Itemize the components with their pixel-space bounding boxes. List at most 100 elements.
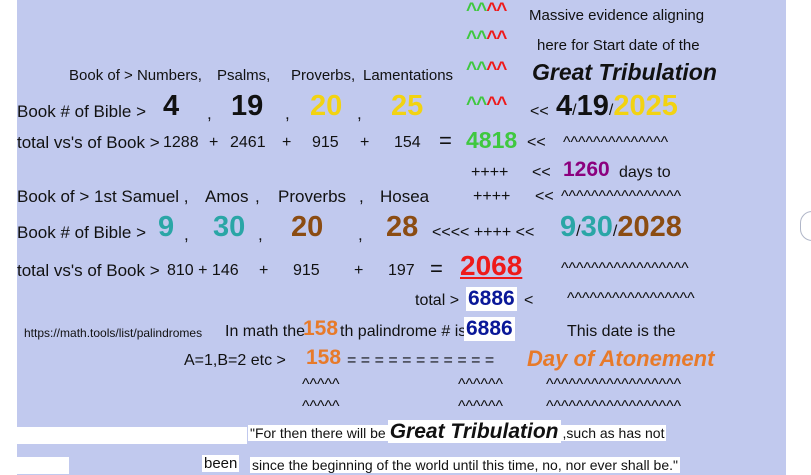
gematria-carets-b1: ^^^^^^ xyxy=(458,376,504,393)
set2-plus-1: + xyxy=(259,262,269,279)
header-line-1: Massive evidence aligning xyxy=(529,7,705,24)
set2-comma-4: , xyxy=(258,225,263,244)
set2-verse-3: 197 xyxy=(388,262,415,279)
palindrome-value: 6886 xyxy=(464,317,515,341)
quote-blank-bar-2 xyxy=(17,457,69,474)
set2-arrow-run: <<<< ++++ << xyxy=(432,224,535,241)
set2-date-year: 2028 xyxy=(617,211,682,243)
set1-total: 4818 xyxy=(466,127,518,153)
caret-red: ^^ xyxy=(486,28,507,49)
gematria-equals-run: = = = = = = = = = = = xyxy=(347,352,495,369)
palindrome-ordinal: 158 xyxy=(303,317,339,340)
palindrome-text-mid: th palindrome # is xyxy=(340,323,467,340)
set1-booknum-label: Book # of Bible > xyxy=(17,102,147,121)
caret-red: ^^ xyxy=(486,94,507,115)
totals-label: total > xyxy=(415,292,460,309)
set1-num-1: 4 xyxy=(163,90,180,122)
set2-tilde: ^^^^^^^^^^^^^^^^^ xyxy=(561,260,689,277)
caret-green: ^^ xyxy=(466,59,487,80)
set2-date-day: 30 xyxy=(580,211,613,243)
set1-date-year: 2025 xyxy=(613,90,678,122)
quote-title: Great Tribulation xyxy=(387,420,561,443)
set1-date-slash: / xyxy=(572,102,577,119)
set2-total: 2068 xyxy=(460,250,523,281)
caret-green: ^^ xyxy=(466,94,487,115)
set2-booknum-label: Book # of Bible > xyxy=(17,223,147,242)
set1-comma-3: , xyxy=(357,104,362,123)
set1-comma-2: , xyxy=(285,104,290,123)
side-scroll-handle[interactable] xyxy=(800,211,811,241)
set1-date-slash: / xyxy=(608,102,614,119)
quote-post: ,such as has not xyxy=(560,425,667,441)
set2-plus-2: + xyxy=(354,262,364,279)
set1-book-lamentations: Lamentations xyxy=(363,67,454,84)
set2-num-3: 20 xyxy=(291,211,324,243)
mid-arrow-2: << xyxy=(535,188,554,205)
set2-comma-5: , xyxy=(358,225,363,244)
caret-row-1: ^^^^ xyxy=(466,0,507,22)
set2-num-4: 28 xyxy=(386,211,419,243)
set1-verse-4: 154 xyxy=(394,134,421,151)
set2-comma-2: , xyxy=(359,187,364,206)
mid-days-num: 1260 xyxy=(563,158,610,181)
set1-book-psalms: Psalms, xyxy=(217,67,271,84)
totals-arrow: < xyxy=(524,292,534,309)
caret-red: ^^ xyxy=(486,0,507,21)
mid-tilde: ^^^^^^^^^^^^^^^^ xyxy=(561,188,682,205)
set2-books-label: Book of > 1st Samuel , xyxy=(17,187,189,206)
set1-date-day: 19 xyxy=(576,90,609,122)
set2-num-1: 9 xyxy=(158,211,175,243)
set1-verses-label: total vs's of Book > xyxy=(17,133,160,152)
set1-plus-2: + xyxy=(282,134,292,151)
set2-date-month: 9 xyxy=(560,211,577,243)
set1-plus-3: + xyxy=(360,134,370,151)
set1-num-2: 19 xyxy=(231,90,264,122)
set2-num-2: 30 xyxy=(213,211,246,243)
set1-books-label: Book of > Numbers, xyxy=(69,67,202,84)
mid-days-text: days to xyxy=(619,164,671,181)
set1-total-arrow: << xyxy=(527,134,546,151)
gematria-label: A=1,B=2 etc > xyxy=(184,352,286,369)
palindrome-date-text: This date is the xyxy=(567,323,676,340)
gematria-carets-c1: ^^^^^^^^^^^^^^^^^^ xyxy=(546,376,682,393)
caret-row-2: ^^^^ xyxy=(466,28,507,50)
quote-line-2: since the beginning of the world until t… xyxy=(250,457,680,473)
gematria-value: 158 xyxy=(306,346,342,369)
set2-date-slash: / xyxy=(612,223,618,240)
set1-num-3: 20 xyxy=(310,90,343,122)
set1-plus-1: + xyxy=(209,134,219,151)
gematria-carets-a2: ^^^^^ xyxy=(302,398,340,415)
mid-arrow-1: << xyxy=(532,164,551,181)
quote-blank-bar-1 xyxy=(17,427,247,444)
quote-line-1: "For then there will be Great Tribulation… xyxy=(248,420,667,444)
gematria-carets-b2: ^^^^^^ xyxy=(458,398,504,415)
set1-arrow: << xyxy=(530,103,549,120)
set1-book-proverbs: Proverbs, xyxy=(291,67,356,84)
totals-value: 6886 xyxy=(466,287,517,311)
set1-date-month: 4 xyxy=(556,90,573,122)
set1-num-4: 25 xyxy=(391,90,424,122)
gematria-carets-c2: ^^^^^^^^^^^^^^^^^^ xyxy=(546,398,682,415)
set2-equals: = xyxy=(430,256,443,281)
content-panel xyxy=(17,0,786,475)
gematria-carets-a1: ^^^^^ xyxy=(302,376,340,393)
set2-book-amos: Amos xyxy=(205,187,249,206)
caret-row-4: ^^^^ xyxy=(466,94,507,116)
set1-comma-1: , xyxy=(207,104,212,123)
totals-tilde: ^^^^^^^^^^^^^^^^^ xyxy=(567,290,695,307)
set2-comma-3: , xyxy=(184,225,189,244)
set1-tilde: ^^^^^^^^^^^^^^ xyxy=(563,134,669,151)
set1-equals: = xyxy=(439,128,452,153)
mid-plus-2: ++++ xyxy=(473,188,511,205)
mid-plus-1: ++++ xyxy=(471,164,509,181)
set1-verse-1: 1288 xyxy=(163,134,199,151)
set1-verse-3: 915 xyxy=(312,134,339,151)
caret-red: ^^ xyxy=(486,59,507,80)
header-line-2: here for Start date of the xyxy=(537,37,700,54)
gematria-result: Day of Atonement xyxy=(527,346,715,371)
palindrome-url-link[interactable]: https://math.tools/list/palindromes xyxy=(24,326,203,340)
set2-date-slash: / xyxy=(576,223,581,240)
set2-comma-1: , xyxy=(255,187,260,206)
set2-book-proverbs: Proverbs xyxy=(278,187,347,206)
caret-green: ^^ xyxy=(466,28,487,49)
